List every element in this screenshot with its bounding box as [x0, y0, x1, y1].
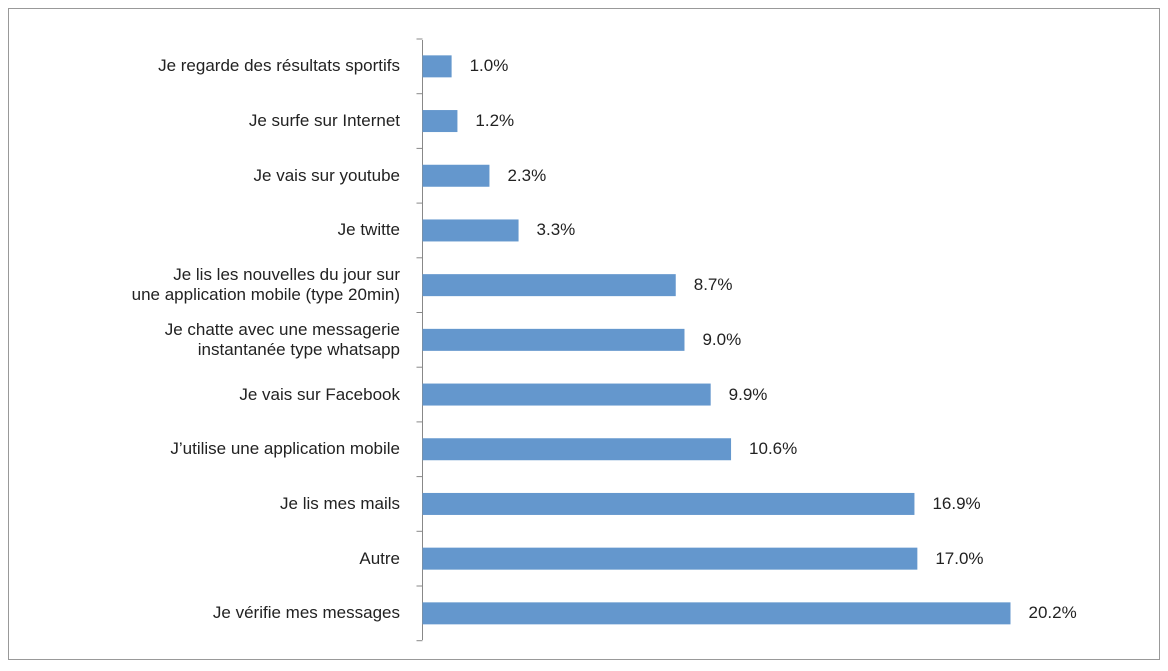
bar	[422, 328, 685, 351]
category-label: Je regarde des résultats sportifs	[158, 56, 400, 76]
value-label: 9.0%	[702, 329, 742, 349]
value-label: 9.9%	[728, 384, 768, 404]
bar	[422, 602, 1011, 625]
value-label: 3.3%	[536, 220, 576, 240]
category-label: Je lis les nouvelles du jour sur une app…	[131, 265, 400, 305]
category-label: Je surfe sur Internet	[248, 111, 400, 131]
category-label: Je vérifie mes messages	[212, 603, 400, 623]
value-label: 20.2%	[1028, 603, 1077, 623]
value-label: 1.0%	[469, 56, 509, 76]
category-label: Je chatte avec une messagerie instantané…	[164, 319, 400, 359]
category-label: Je vais sur youtube	[253, 165, 400, 185]
bar	[422, 547, 918, 570]
value-label: 2.3%	[507, 165, 547, 185]
value-label: 8.7%	[693, 275, 733, 295]
bar	[422, 492, 915, 515]
category-label: Autre	[359, 548, 400, 568]
value-label: 1.2%	[475, 111, 515, 131]
category-label: J’utilise une application mobile	[170, 439, 400, 459]
value-label: 17.0%	[935, 548, 984, 568]
bar	[422, 164, 490, 187]
bar	[422, 55, 452, 78]
category-label: Je twitte	[337, 220, 400, 240]
bar	[422, 438, 732, 461]
bar	[422, 110, 458, 133]
value-label: 10.6%	[749, 439, 798, 459]
chart-border	[8, 8, 1160, 660]
bar	[422, 274, 676, 297]
value-label: 16.9%	[932, 493, 981, 513]
category-label: Je vais sur Facebook	[239, 384, 400, 404]
bar	[422, 383, 711, 406]
bar	[422, 219, 519, 242]
category-label: Je lis mes mails	[280, 493, 400, 513]
